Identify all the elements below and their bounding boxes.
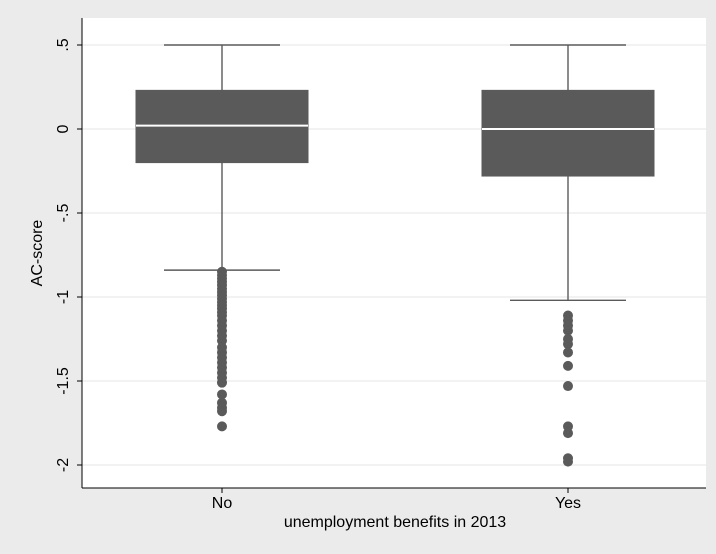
y-tick-layer: .5 0 -.5 -1 -1.5 -2 — [55, 38, 82, 472]
y-tick-label: -1 — [55, 290, 72, 304]
outlier-point — [563, 360, 573, 371]
x-tick-label: No — [212, 495, 233, 512]
plot-area — [82, 18, 706, 488]
y-tick-label: -1.5 — [55, 367, 72, 395]
outlier-point — [217, 377, 227, 388]
outlier-point — [563, 428, 573, 439]
outlier-point — [217, 406, 227, 417]
y-tick-label: .5 — [55, 38, 72, 51]
y-tick-label: -.5 — [55, 204, 72, 223]
y-axis-title: AC-score — [29, 220, 46, 287]
outlier-point — [563, 339, 573, 350]
y-tick-label: -2 — [55, 458, 72, 472]
outlier-point — [563, 325, 573, 336]
x-tick-label: Yes — [555, 495, 581, 512]
x-tick-layer: No Yes — [212, 488, 581, 512]
outlier-point — [563, 381, 573, 392]
x-axis-title: unemployment benefits in 2013 — [284, 514, 506, 531]
box-layer — [135, 44, 655, 467]
box-yes — [481, 89, 655, 177]
outlier-point — [217, 421, 227, 432]
outlier-point — [563, 347, 573, 358]
outlier-point — [217, 389, 227, 400]
y-tick-label: 0 — [55, 124, 72, 133]
outlier-point — [563, 456, 573, 467]
